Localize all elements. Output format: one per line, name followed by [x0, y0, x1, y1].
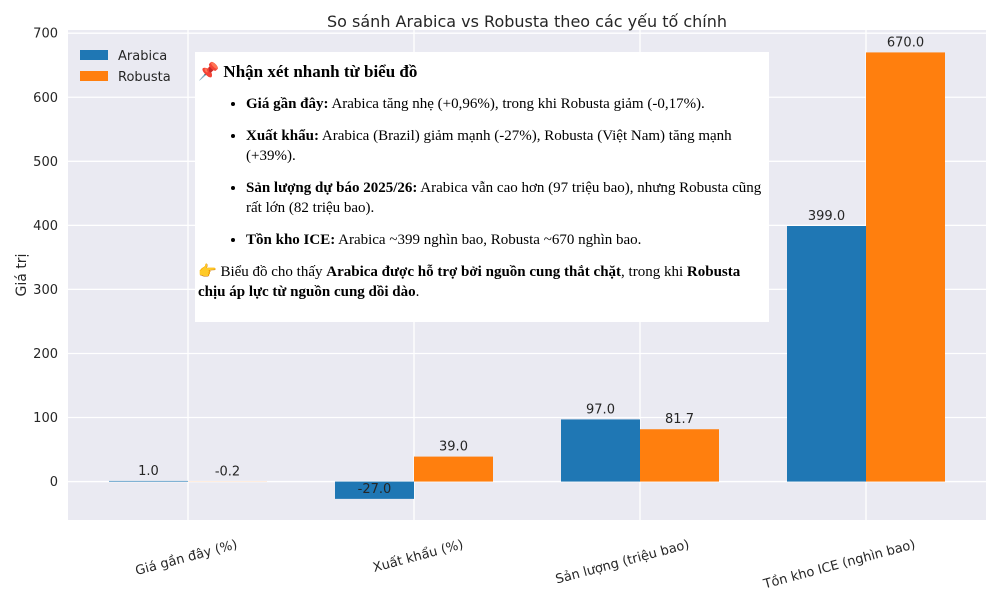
bar-value-label: 81.7 [665, 412, 694, 427]
summary-bold: Arabica được hỗ trợ bởi nguồn cung thắt … [326, 264, 622, 280]
y-axis-label: Giá trị [14, 254, 30, 297]
bar-robusta [414, 456, 493, 482]
bar-arabica [335, 481, 414, 499]
bar-robusta [866, 52, 945, 482]
commentary-box: 📌 Nhận xét nhanh từ biểu đồ Giá gần đây:… [195, 52, 769, 322]
bar-arabica [787, 226, 866, 482]
commentary-item-text: Arabica ~399 nghìn bao, Robusta ~670 ngh… [335, 232, 642, 248]
legend: Arabica Robusta [80, 49, 171, 85]
commentary-item-key: Xuất khẩu: [246, 128, 319, 144]
legend-swatch-robusta [80, 71, 108, 81]
y-tick-label: 600 [33, 91, 58, 106]
bar-value-label: 399.0 [808, 209, 845, 224]
y-tick-label: 0 [50, 475, 58, 490]
summary-text: . [415, 284, 420, 300]
bar-value-label: 1.0 [138, 464, 159, 479]
legend-label: Arabica [118, 49, 167, 64]
x-axis-ticks: Giá gần đây (%) Xuất khẩu (%) Sản lượng (t… [134, 537, 917, 592]
summary-text: Biểu đồ cho thấy [216, 264, 327, 280]
commentary-item-production: Sản lượng dự báo 2025/26: Arabica vẫn ca… [246, 178, 763, 218]
pointing-hand-icon: 👉 [198, 264, 217, 280]
y-tick-label: 100 [33, 411, 58, 426]
summary-bold: Robusta chịu áp lực từ nguồn cung dồi dà… [198, 264, 741, 300]
commentary-item-price: Giá gần đây: Arabica tăng nhẹ (+0,96%), … [246, 94, 763, 114]
commentary-item-text: Arabica tăng nhẹ (+0,96%), trong khi Rob… [328, 96, 705, 112]
commentary-item-key: Sản lượng dự báo 2025/26: [246, 180, 418, 196]
legend-swatch-arabica [80, 50, 108, 60]
chart-title: So sánh Arabica vs Robusta theo các yếu … [327, 12, 727, 31]
bars [109, 52, 945, 499]
bar-arabica [561, 419, 640, 482]
x-tick-label: Tồn kho ICE (nghìn bao) [761, 537, 917, 592]
commentary-item-key: Giá gần đây: [246, 96, 329, 112]
legend-label: Robusta [118, 70, 171, 85]
pin-icon: 📌 [198, 62, 220, 81]
bar-value-label: -27.0 [358, 482, 392, 497]
bar-arabica [109, 480, 188, 482]
commentary-item-stock: Tồn kho ICE: Arabica ~399 nghìn bao, Rob… [246, 230, 763, 250]
y-tick-label: 200 [33, 347, 58, 362]
bar-value-label: 97.0 [586, 402, 615, 417]
commentary-list: Giá gần đây: Arabica tăng nhẹ (+0,96%), … [198, 94, 763, 250]
commentary-summary: 👉 Biểu đồ cho thấy Arabica được hỗ trợ b… [198, 262, 763, 302]
bar-labels: 1.0 -27.0 97.0 399.0 -0.2 39.0 81.7 670.0 [138, 35, 924, 496]
y-tick-label: 300 [33, 283, 58, 298]
y-tick-label: 400 [33, 219, 58, 234]
commentary-title: 📌 Nhận xét nhanh từ biểu đồ [198, 62, 763, 82]
x-tick-label: Xuất khẩu (%) [371, 537, 465, 576]
summary-text: , trong khi [621, 264, 687, 280]
y-tick-label: 500 [33, 155, 58, 170]
commentary-title-text: Nhận xét nhanh từ biểu đồ [223, 62, 418, 81]
y-axis-ticks: 0 100 200 300 400 500 600 700 [33, 27, 58, 490]
commentary-item-key: Tồn kho ICE: [246, 232, 336, 248]
commentary-item-text: Arabica (Brazil) giảm mạnh (-27%), Robus… [246, 128, 732, 164]
bar-value-label: 670.0 [887, 35, 924, 50]
commentary-item-text: Arabica vẫn cao hơn (97 triệu bao), nhưn… [246, 180, 762, 216]
bar-value-label: -0.2 [215, 465, 240, 480]
x-tick-label: Giá gần đây (%) [134, 537, 239, 579]
commentary-item-export: Xuất khẩu: Arabica (Brazil) giảm mạnh (-… [246, 126, 763, 166]
x-tick-label: Sản lượng (triệu bao) [554, 537, 691, 587]
bar-robusta [640, 429, 719, 482]
bar-value-label: 39.0 [439, 440, 468, 455]
y-tick-label: 700 [33, 27, 58, 42]
